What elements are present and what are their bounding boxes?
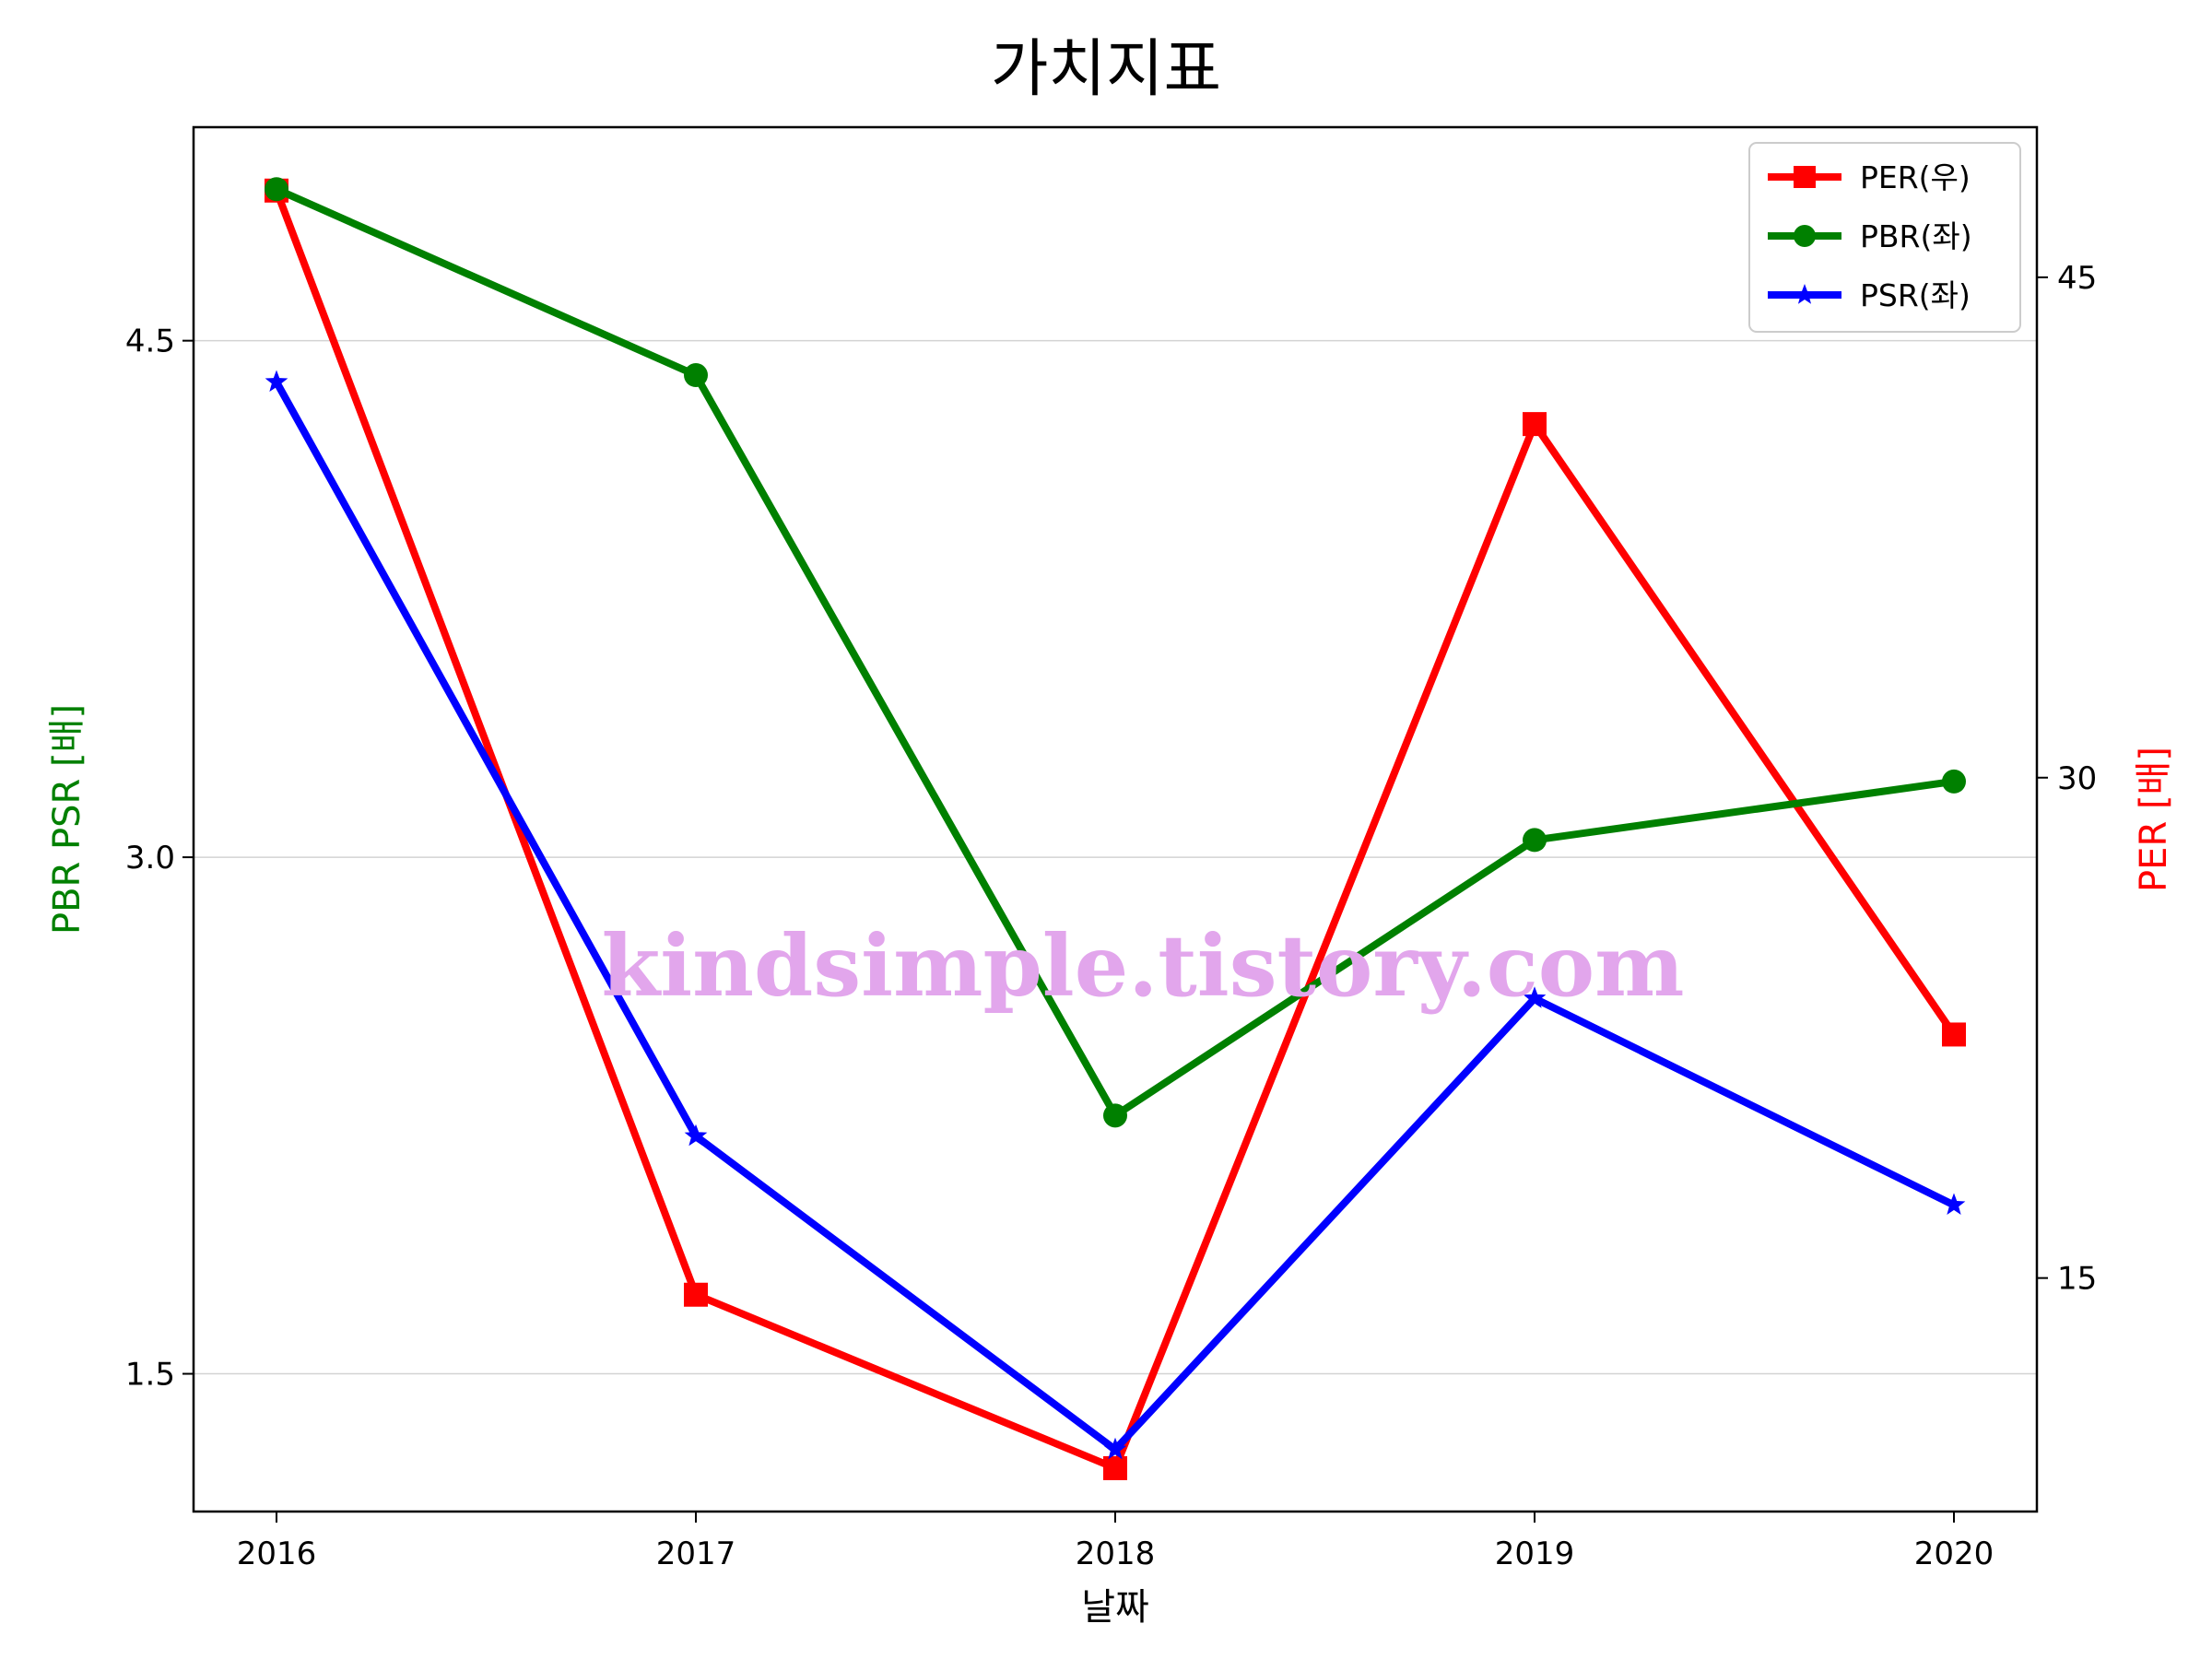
plot-frame bbox=[192, 125, 2039, 1513]
x-tick-label-1: 2017 bbox=[656, 1535, 736, 1572]
left-tick-label-1: 3.0 bbox=[125, 840, 175, 877]
data-point-pbr-2 bbox=[1103, 1103, 1127, 1128]
left-tick-label-0: 1.5 bbox=[125, 1357, 175, 1394]
right-y-axis-label: PER [배] bbox=[2133, 747, 2175, 892]
data-point-pbr-4 bbox=[1942, 769, 1966, 794]
x-axis-label: 날짜 bbox=[1081, 1586, 1149, 1629]
legend-box bbox=[1748, 142, 2021, 333]
right-tick-label-0: 15 bbox=[2057, 1261, 2097, 1298]
data-point-psr-2 bbox=[1103, 1437, 1127, 1460]
data-point-per-3 bbox=[1523, 412, 1547, 437]
series-per bbox=[265, 178, 1966, 1480]
series-pbr bbox=[265, 177, 1966, 1128]
data-point-psr-3 bbox=[1523, 986, 1547, 1008]
series-lines bbox=[265, 177, 1966, 1480]
data-point-psr-1 bbox=[684, 1124, 708, 1147]
legend-marker-per bbox=[1794, 166, 1816, 188]
data-point-per-4 bbox=[1942, 1022, 1966, 1047]
left-y-axis-label: PBR PSR [배] bbox=[46, 704, 88, 935]
x-tick-label-3: 2019 bbox=[1495, 1535, 1575, 1572]
x-tick-label-2: 2018 bbox=[1076, 1535, 1156, 1572]
data-point-psr-4 bbox=[1942, 1193, 1966, 1215]
legend-marker-pbr bbox=[1794, 225, 1816, 247]
right-tick-label-1: 30 bbox=[2057, 760, 2097, 797]
data-point-per-1 bbox=[684, 1282, 708, 1307]
x-tick-label-0: 2016 bbox=[237, 1535, 317, 1572]
grid-lines bbox=[194, 339, 2037, 1375]
data-point-pbr-3 bbox=[1523, 828, 1547, 853]
data-point-pbr-1 bbox=[684, 363, 708, 388]
legend-label-psr: PSR(좌) bbox=[1860, 277, 1971, 313]
x-tick-label-4: 2020 bbox=[1914, 1535, 1994, 1572]
right-tick-label-2: 45 bbox=[2057, 260, 2097, 297]
data-point-pbr-0 bbox=[265, 177, 288, 202]
watermark: kindsimple.tistory.com bbox=[601, 916, 1684, 1016]
legend-label-pbr: PBR(좌) bbox=[1860, 218, 1972, 254]
data-point-per-2 bbox=[1103, 1455, 1127, 1480]
chart-title: 가치지표 bbox=[991, 33, 1221, 106]
data-point-psr-0 bbox=[265, 370, 288, 392]
legend-label-per: PER(우) bbox=[1860, 159, 1971, 195]
series-psr bbox=[265, 370, 1966, 1460]
left-tick-label-2: 4.5 bbox=[125, 324, 175, 360]
legend: PER(우) PBR(좌) PSR(좌) bbox=[1748, 142, 2021, 333]
legend-marker-psr bbox=[1794, 284, 1816, 304]
axis-ticks: 1.5 3.0 4.5 15 30 45 2016 2017 2018 2019 2020 bbox=[125, 260, 2097, 1572]
